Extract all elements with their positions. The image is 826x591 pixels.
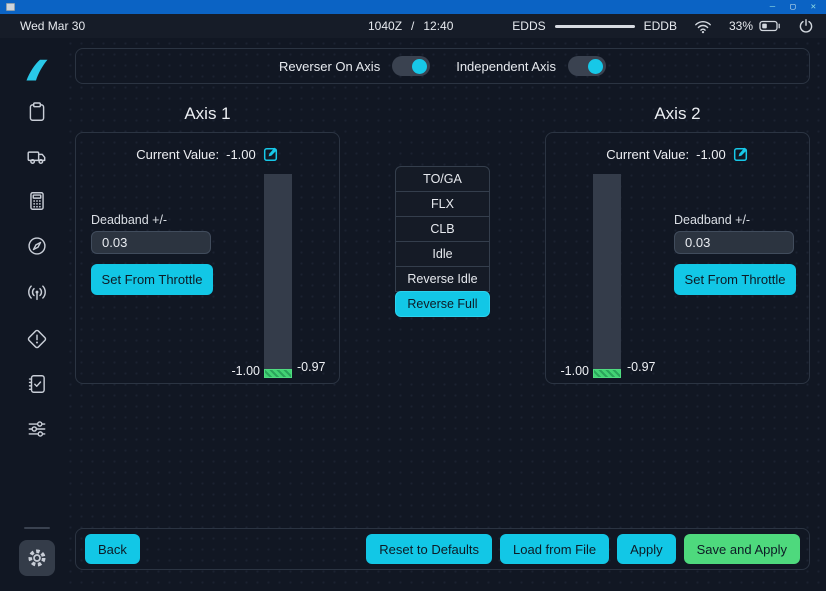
independent-axis-label: Independent Axis xyxy=(456,58,556,74)
axis1-deadband-input[interactable] xyxy=(91,231,211,254)
status-time: 1040Z / 12:40 xyxy=(368,14,453,38)
detent-idle[interactable]: Idle xyxy=(395,241,490,267)
sidebar-divider xyxy=(24,527,50,529)
axis2-set-from-throttle-button[interactable]: Set From Throttle xyxy=(674,264,796,295)
window-maximize-button[interactable]: ▢ xyxy=(790,2,796,12)
reverser-on-axis-toggle[interactable] xyxy=(392,56,431,76)
edit-current-value-icon[interactable] xyxy=(733,146,749,162)
battery-icon xyxy=(759,20,781,32)
axis2-title: Axis 2 xyxy=(654,104,701,123)
wifi-icon xyxy=(694,19,712,34)
utc-time: 1040Z xyxy=(368,19,403,33)
axis2-bar-low-label: -1.00 xyxy=(560,364,590,378)
axis1-set-from-throttle-button[interactable]: Set From Throttle xyxy=(91,264,213,295)
sidebar-item-failures[interactable] xyxy=(19,321,55,357)
flight-progress-line xyxy=(554,24,635,28)
sidebar-item-clipboard[interactable] xyxy=(19,94,55,130)
route-destination: EDDB xyxy=(643,19,677,33)
axis2-panel: Current Value: -1.00 -1.00 -0.97 Deadban… xyxy=(545,132,810,384)
detent-reverse-idle[interactable]: Reverse Idle xyxy=(395,266,490,292)
toggle-knob xyxy=(587,58,603,74)
sidebar-item-settings[interactable] xyxy=(19,540,55,576)
axis1-panel: Current Value: -1.00 Deadband +/- Set Fr… xyxy=(75,132,340,384)
window-minimize-button[interactable]: – xyxy=(769,2,776,12)
os-titlebar: – ▢ ✕ xyxy=(0,0,826,14)
local-time: 12:40 xyxy=(423,19,454,33)
footer-action-bar: Back Reset to Defaults Load from File Ap… xyxy=(75,528,810,570)
power-icon[interactable] xyxy=(798,18,814,34)
detent-reverse-full[interactable]: Reverse Full xyxy=(395,291,490,317)
sidebar-item-checklist[interactable] xyxy=(19,366,55,402)
axis1-value-bar xyxy=(264,174,292,378)
axis2-bar-high-label: -0.97 xyxy=(627,360,656,374)
axis1-deadband-marker xyxy=(264,369,292,378)
detent-clb[interactable]: CLB xyxy=(395,216,490,242)
battery-percent: 33% xyxy=(728,19,753,33)
axis1-deadband-label: Deadband +/- xyxy=(91,213,168,227)
status-date: Wed Mar 30 xyxy=(20,19,86,33)
app-logo-icon xyxy=(19,52,55,88)
axis1-current-value-label: Current Value: xyxy=(136,146,220,162)
axis2-deadband-input[interactable] xyxy=(674,231,794,254)
axis1-bar-high-label: -0.97 xyxy=(297,360,326,374)
axis-options-bar: Reverser On Axis Independent Axis xyxy=(75,48,810,84)
sidebar-item-axis-settings[interactable] xyxy=(19,411,55,447)
axis2-value-bar xyxy=(593,174,621,378)
back-button[interactable]: Back xyxy=(85,534,140,564)
reverser-on-axis-label: Reverser On Axis xyxy=(279,58,381,74)
axis2-current-value: -1.00 xyxy=(696,146,726,162)
sidebar-item-compass[interactable] xyxy=(19,228,55,264)
axis2-deadband-label: Deadband +/- xyxy=(674,213,751,227)
detent-selector: TO/GA FLX CLB Idle Reverse Idle Reverse … xyxy=(395,166,490,317)
load-from-file-button[interactable]: Load from File xyxy=(500,534,610,564)
reset-to-defaults-button[interactable]: Reset to Defaults xyxy=(366,534,493,564)
sidebar-item-broadcast[interactable] xyxy=(19,273,55,309)
axis1-title: Axis 1 xyxy=(184,104,231,123)
detent-flx[interactable]: FLX xyxy=(395,191,490,217)
axis2-deadband-marker xyxy=(593,369,621,378)
window-close-button[interactable]: ✕ xyxy=(810,2,816,12)
throttle-calibration-page: Reverser On Axis Independent Axis Axis 1… xyxy=(65,38,826,591)
axis1-current-value: -1.00 xyxy=(226,146,256,162)
save-and-apply-button[interactable]: Save and Apply xyxy=(683,534,800,564)
independent-axis-toggle[interactable] xyxy=(567,56,606,76)
toggle-knob xyxy=(412,58,428,74)
axis1-bar-low-label: -1.00 xyxy=(231,364,261,378)
status-bar: Wed Mar 30 1040Z / 12:40 EDDS EDDB 33% xyxy=(0,14,826,38)
sidebar-item-ground-vehicle[interactable] xyxy=(19,138,55,174)
route-origin: EDDS xyxy=(512,19,546,33)
axis2-current-value-label: Current Value: xyxy=(606,146,690,162)
sidebar-nav xyxy=(0,38,65,591)
sidebar-item-calculator[interactable] xyxy=(19,183,55,219)
apply-button[interactable]: Apply xyxy=(617,534,676,564)
edit-current-value-icon[interactable] xyxy=(263,146,279,162)
time-separator: / xyxy=(411,19,415,33)
detent-toga[interactable]: TO/GA xyxy=(395,166,490,192)
app-window-icon xyxy=(6,3,15,11)
